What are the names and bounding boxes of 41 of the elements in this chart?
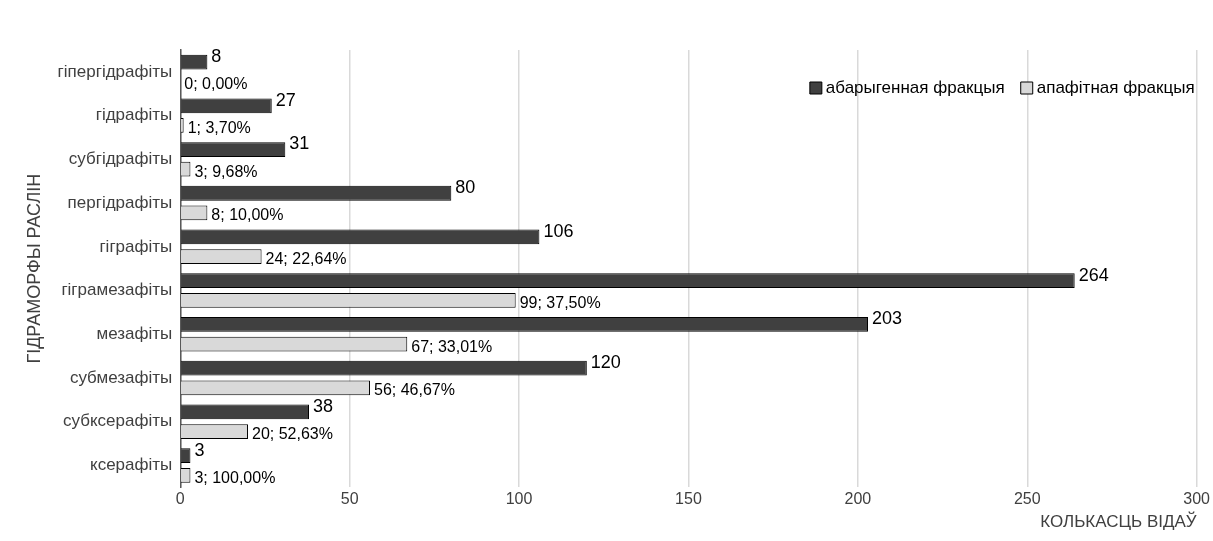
x-tick-label: 300 bbox=[1183, 490, 1211, 508]
data-label: 99; 37,50% bbox=[519, 293, 601, 311]
x-axis-title: КОЛЬКАСЦЬ ВІДАЎ bbox=[1040, 511, 1197, 532]
y-tick-label: субмезафіты bbox=[69, 367, 173, 387]
legend-label: апафітная фракцыя bbox=[1036, 77, 1195, 97]
y-axis-title: ГІДРАМОРФЫ РАСЛІН bbox=[23, 173, 44, 364]
data-label: 67; 33,01% bbox=[411, 337, 493, 355]
data-label: 27 bbox=[275, 89, 296, 110]
data-label: 80 bbox=[455, 177, 476, 198]
y-tick-label: гідрафіты bbox=[95, 105, 173, 125]
data-label: 106 bbox=[543, 220, 574, 241]
x-tick-label: 50 bbox=[340, 490, 359, 508]
data-label: 203 bbox=[872, 308, 903, 329]
y-tick-label: гіпергідрафіты bbox=[57, 61, 173, 81]
data-label: 3; 9,68% bbox=[194, 162, 258, 180]
data-label: 3 bbox=[194, 439, 205, 460]
y-tick-label: субгідрафіты bbox=[68, 149, 173, 169]
x-tick-label: 200 bbox=[844, 490, 872, 508]
y-tick-label: гіграмезафіты bbox=[61, 280, 173, 300]
data-label: 24; 22,64% bbox=[265, 250, 347, 268]
x-tick-label: 100 bbox=[505, 490, 533, 508]
data-label: 8 bbox=[211, 46, 222, 66]
y-tick-label: ксерафіты bbox=[90, 455, 173, 475]
data-label: 8; 10,00% bbox=[211, 206, 284, 224]
data-label: 56; 46,67% bbox=[373, 381, 455, 399]
x-tick-label: 250 bbox=[1013, 490, 1041, 508]
y-tick-label: субксерафіты bbox=[63, 411, 173, 431]
y-tick-label: гіграфіты bbox=[99, 236, 173, 256]
legend-label: абарыгенная фракцыя bbox=[825, 77, 1005, 97]
data-label: 264 bbox=[1078, 264, 1109, 285]
data-label: 31 bbox=[289, 133, 310, 154]
data-label: 38 bbox=[313, 395, 334, 416]
data-label: 120 bbox=[590, 352, 621, 373]
x-tick-label: 150 bbox=[675, 490, 702, 508]
y-tick-label: мезафіты bbox=[96, 324, 173, 343]
data-label: 20; 52,63% bbox=[252, 425, 333, 443]
y-tick-label: пергідрафіты bbox=[67, 192, 173, 212]
data-label: 1; 3,70% bbox=[187, 118, 251, 136]
data-label: 3; 100,00% bbox=[194, 468, 276, 486]
x-tick-label: 0 bbox=[175, 490, 185, 508]
data-label: 0; 0,00% bbox=[184, 75, 248, 93]
